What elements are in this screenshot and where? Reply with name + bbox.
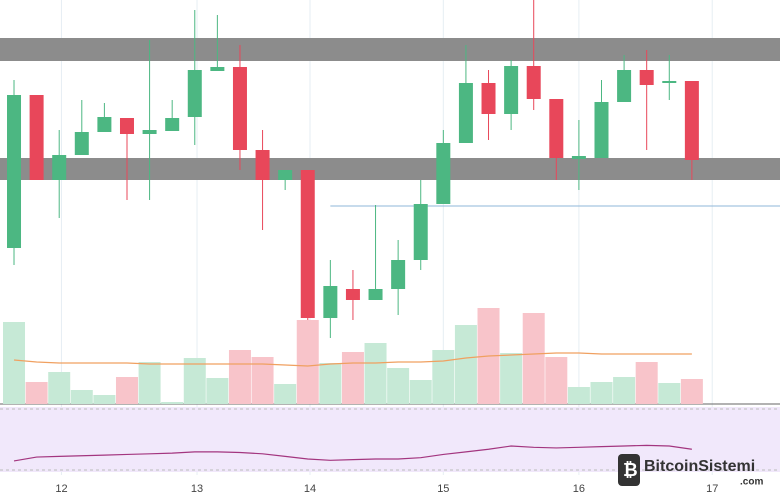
- candle-body: [142, 130, 157, 134]
- volume-bar: [590, 382, 613, 404]
- volume-bar: [70, 390, 93, 404]
- volume-bar: [658, 383, 681, 404]
- volume-bar: [93, 395, 116, 404]
- candle-body: [391, 260, 406, 289]
- volume-bar: [613, 377, 636, 404]
- watermark-logo-glyph: ₿: [623, 460, 638, 480]
- volume-bar: [296, 320, 319, 404]
- candle-body: [639, 70, 654, 85]
- candle-body: [458, 83, 473, 143]
- candle-body: [278, 170, 293, 180]
- candle-body: [187, 70, 202, 117]
- candle-body: [210, 67, 225, 71]
- candle-body: [481, 83, 496, 114]
- candle-body: [74, 132, 89, 155]
- volume-bar: [409, 380, 432, 404]
- volume-bar: [228, 350, 251, 404]
- candle-body: [300, 170, 315, 318]
- volume-bar: [680, 379, 703, 404]
- volume-bar: [500, 353, 523, 404]
- candle-body: [345, 289, 360, 300]
- watermark-logo: [618, 454, 640, 486]
- x-tick-label: 15: [437, 483, 449, 495]
- candle-body: [255, 150, 270, 180]
- candle-body: [368, 289, 383, 300]
- volume-bar: [251, 357, 274, 404]
- volume-ma-line: [13, 352, 692, 367]
- volume-bar: [3, 322, 26, 404]
- candle-body: [29, 95, 44, 180]
- volume-bar: [25, 382, 48, 404]
- candle-body: [7, 95, 22, 248]
- x-tick-label: 14: [304, 483, 316, 495]
- volume-bar: [635, 362, 658, 404]
- volume-bar: [206, 378, 229, 404]
- volume-bar: [364, 343, 387, 404]
- candle-body: [549, 99, 564, 158]
- watermark-name: BitcoinSistemi: [644, 458, 755, 475]
- volume-bar: [522, 313, 545, 404]
- x-tick-label: 17: [706, 483, 718, 495]
- candle-body: [52, 155, 67, 180]
- candle-body: [232, 67, 247, 150]
- volume-bar: [341, 352, 364, 404]
- volume-bar: [567, 387, 590, 404]
- candle-body: [97, 117, 112, 132]
- candle-body: [662, 81, 677, 83]
- candle-body: [119, 118, 134, 134]
- x-tick-label: 12: [55, 483, 67, 495]
- watermark-domain: .com: [740, 477, 763, 488]
- zone: [0, 38, 780, 61]
- candle-body: [571, 156, 586, 159]
- candle-body: [684, 81, 699, 160]
- candle-body: [504, 66, 519, 114]
- candle-body: [594, 102, 609, 158]
- volume-bar: [545, 357, 568, 404]
- rsi-line: [13, 444, 692, 462]
- volume-bar: [183, 358, 206, 404]
- candle-body: [413, 204, 428, 260]
- volume-bar: [138, 362, 161, 404]
- candle-body: [436, 143, 451, 204]
- volume-bar: [161, 402, 184, 404]
- x-tick-label: 16: [573, 483, 585, 495]
- candle-body: [165, 118, 180, 131]
- x-tick-label: 13: [191, 483, 203, 495]
- volume-bar: [432, 350, 455, 404]
- rsi-panel: [0, 407, 780, 472]
- volume-bar: [387, 368, 410, 404]
- zone: [0, 158, 780, 180]
- watermark: ₿ BitcoinSistemi .com: [618, 454, 763, 488]
- candle-body: [323, 286, 338, 318]
- candle-body: [617, 70, 632, 102]
- volume-bar: [115, 377, 138, 404]
- volume-bar: [274, 384, 297, 404]
- volume-bar: [454, 325, 477, 404]
- volume-bar: [319, 363, 342, 404]
- volume-bar: [48, 372, 71, 404]
- candle-body: [526, 66, 541, 99]
